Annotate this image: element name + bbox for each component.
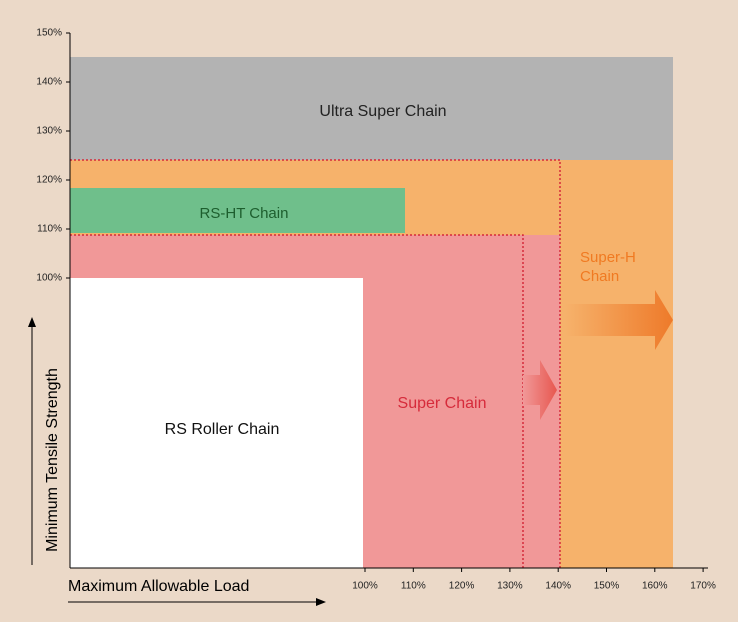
region-label: Ultra Super Chain xyxy=(319,103,446,120)
y-label: Minimum Tensile Strength xyxy=(44,368,61,552)
arrow xyxy=(523,360,557,420)
ticks: 150% 140% 130% 120% 110% 100% 100% 110% 120% 130%… xyxy=(36,28,716,592)
x-tick-label: 150% xyxy=(594,581,620,592)
y-tick-label: 100% xyxy=(36,273,62,284)
x-tick-label: 130% xyxy=(497,581,523,592)
y-tick-label: 150% xyxy=(36,28,62,39)
region-label: Super-H xyxy=(580,249,636,266)
region-label: RS Roller Chain xyxy=(165,421,280,438)
x-tick-label: 140% xyxy=(545,581,571,592)
x-tick-label: 160% xyxy=(642,581,668,592)
y-tick-label: 130% xyxy=(36,126,62,137)
dotted-boundary xyxy=(70,234,524,568)
rsht-region xyxy=(70,188,405,233)
rs-region xyxy=(70,278,363,568)
y-tick-label: 110% xyxy=(37,224,62,235)
x-label: Maximum Allowable Load xyxy=(68,578,249,595)
x-tick-label: 100% xyxy=(352,581,378,592)
x-tick-label: 170% xyxy=(690,581,716,592)
dotted-boundary xyxy=(70,159,561,568)
y-tick-label: 120% xyxy=(36,175,62,186)
arrow xyxy=(565,290,673,350)
x-tick-label: 110% xyxy=(401,581,426,592)
ultra-region xyxy=(70,57,673,160)
x-arrow-head xyxy=(316,598,326,606)
region-label: RS-HT Chain xyxy=(200,205,289,222)
region-label: Super Chain xyxy=(398,395,487,412)
region-label: Chain xyxy=(580,268,619,285)
x-tick-label: 120% xyxy=(449,581,475,592)
y-tick-label: 140% xyxy=(36,77,62,88)
y-arrow-head xyxy=(28,317,36,327)
